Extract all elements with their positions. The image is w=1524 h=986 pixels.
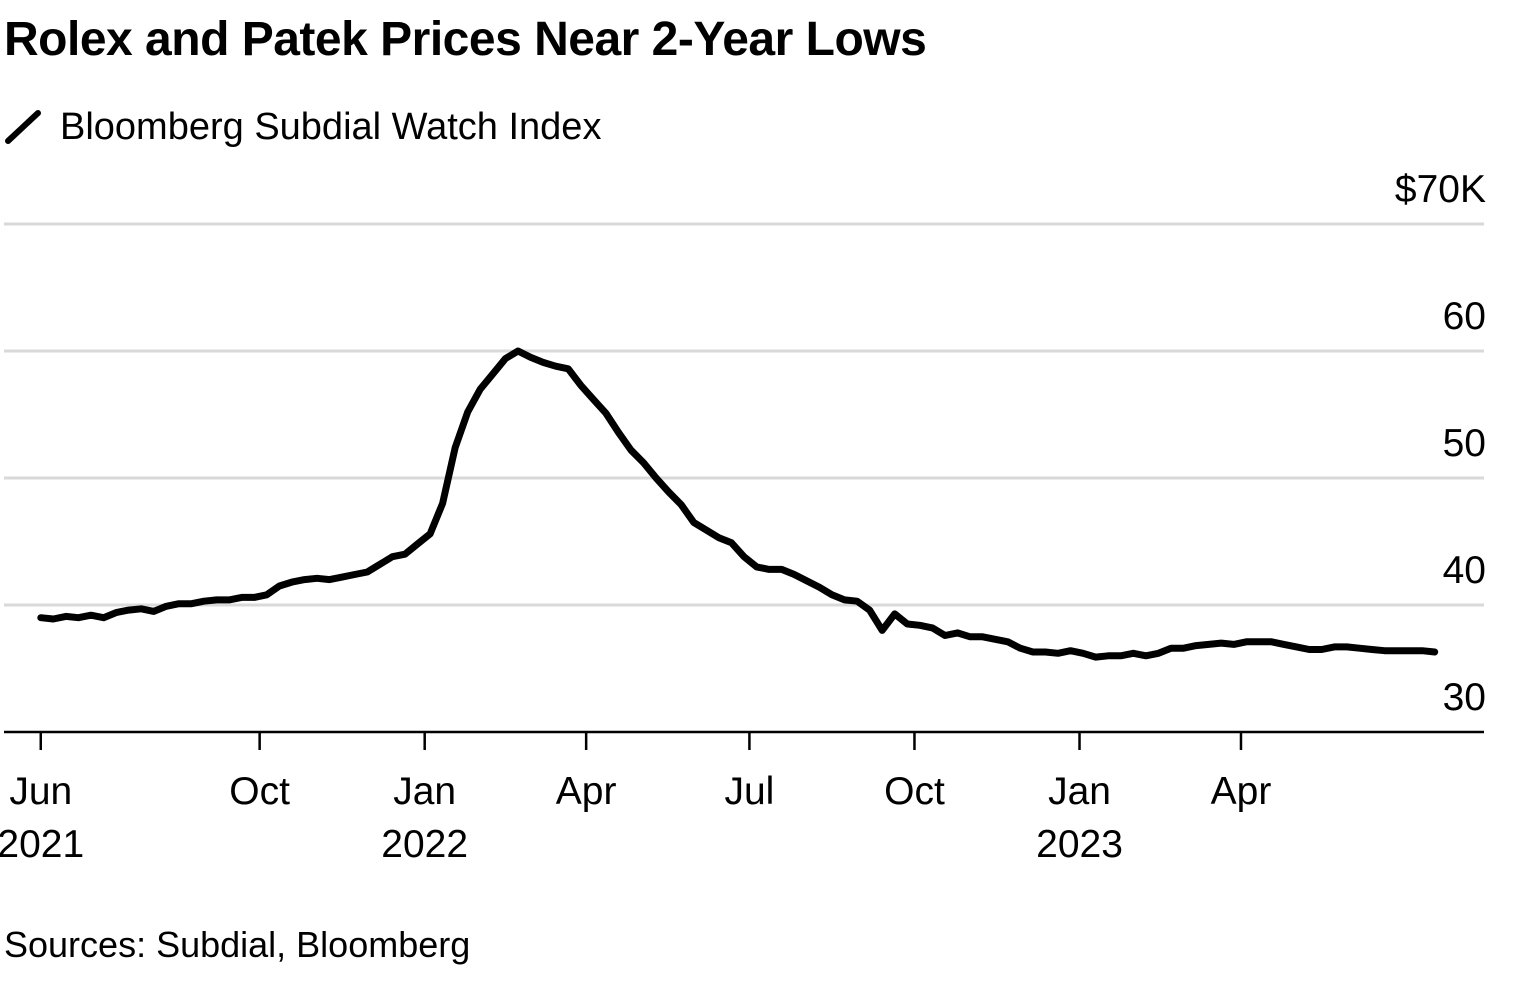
series-line-0 bbox=[37, 347, 1439, 661]
legend-line-icon bbox=[5, 110, 41, 144]
y-tick-label-40: 40 bbox=[1443, 549, 1486, 592]
legend: Bloomberg Subdial Watch Index bbox=[4, 104, 601, 150]
y-tick-label-50: 50 bbox=[1443, 422, 1486, 465]
chart-title: Rolex and Patek Prices Near 2-Year Lows bbox=[4, 13, 927, 66]
x-tick-label-0: Jun bbox=[9, 770, 72, 813]
y-tick-label-30: 30 bbox=[1443, 676, 1486, 719]
x-tick-label-2: Jan bbox=[393, 770, 456, 813]
x-axis: Jun 2021 Oct Jan 2022 Apr Jul Oct Jan 2023 Apr bbox=[0, 730, 1484, 866]
source-note: Sources: Subdial, Bloomberg bbox=[4, 924, 471, 965]
gridlines bbox=[4, 222, 1484, 607]
x-tick-year-0: 2021 bbox=[0, 823, 84, 866]
x-tick-label-4: Jul bbox=[724, 770, 774, 813]
y-tick-label-60: 60 bbox=[1443, 295, 1486, 338]
y-axis-ticks: 30 40 50 60 $70K bbox=[1395, 168, 1486, 719]
y-tick-label-70: $70K bbox=[1395, 168, 1486, 211]
x-tick-year-2: 2022 bbox=[381, 823, 468, 866]
x-tick-label-6: Jan bbox=[1048, 770, 1111, 813]
legend-label: Bloomberg Subdial Watch Index bbox=[60, 105, 602, 148]
x-tick-year-6: 2023 bbox=[1036, 823, 1123, 866]
series-layer bbox=[37, 347, 1439, 661]
x-tick-label-3: Apr bbox=[556, 770, 617, 813]
x-tick-label-1: Oct bbox=[229, 770, 290, 813]
x-tick-label-5: Oct bbox=[884, 770, 945, 813]
x-tick-label-7: Apr bbox=[1211, 770, 1272, 813]
